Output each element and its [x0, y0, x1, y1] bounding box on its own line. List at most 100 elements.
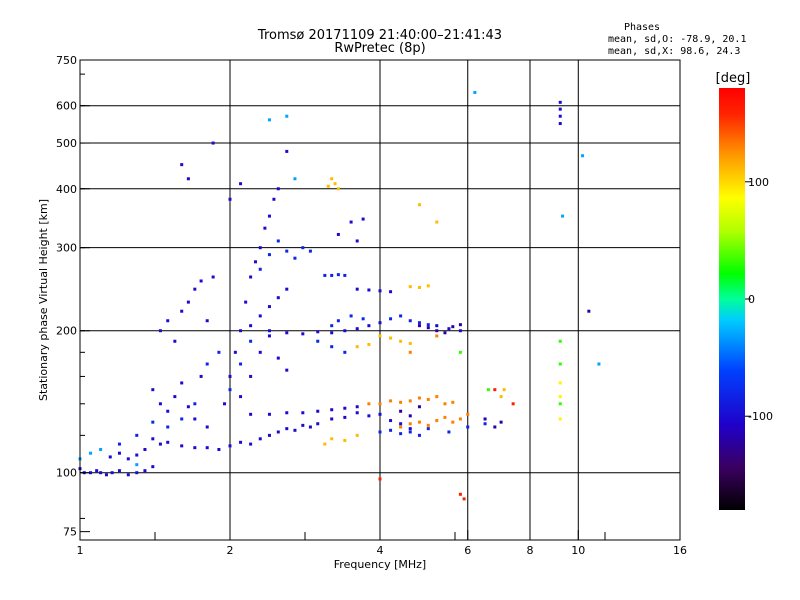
data-point — [323, 442, 327, 446]
data-point — [166, 319, 170, 323]
y-tick-label: 75 — [63, 526, 77, 539]
data-point — [151, 420, 155, 424]
data-point — [435, 334, 439, 338]
data-point — [451, 325, 455, 329]
data-point — [249, 374, 253, 378]
data-point — [99, 471, 103, 475]
data-point — [389, 317, 393, 321]
data-point — [389, 290, 393, 294]
data-point — [587, 309, 591, 313]
x-tick-label: 6 — [464, 544, 471, 557]
data-point — [108, 455, 112, 459]
data-point — [378, 402, 382, 406]
y-axis-label: Stationary phase Virtual Height [km] — [37, 199, 50, 401]
data-point — [285, 287, 289, 291]
data-point — [399, 422, 403, 426]
y-tick-label: 200 — [56, 325, 77, 338]
data-point — [285, 114, 289, 118]
data-point — [258, 246, 262, 250]
y-tick-label: 300 — [56, 242, 77, 255]
data-point — [180, 444, 184, 448]
data-point — [166, 409, 170, 413]
data-point — [336, 319, 340, 323]
data-point — [193, 417, 197, 421]
data-point — [458, 350, 462, 354]
data-point — [581, 154, 585, 158]
data-point — [408, 399, 412, 403]
data-point — [458, 417, 462, 421]
y-axis-ticks: 75 100 200 300 400 500 600 750 — [56, 54, 90, 539]
data-point — [458, 323, 462, 327]
data-point — [558, 395, 562, 399]
data-point — [308, 249, 312, 253]
x-tick-label: 4 — [377, 544, 384, 557]
data-point — [151, 437, 155, 441]
data-point — [597, 362, 601, 366]
data-point — [399, 425, 403, 429]
data-point — [301, 411, 305, 415]
data-point — [249, 275, 253, 279]
data-point — [443, 415, 447, 419]
data-point — [293, 428, 297, 432]
data-point — [466, 412, 470, 416]
x-tick-label: 10 — [571, 544, 585, 557]
data-point — [426, 423, 430, 427]
data-point — [378, 477, 382, 481]
data-point — [343, 329, 347, 333]
data-point — [435, 329, 439, 333]
data-point — [276, 239, 280, 243]
data-point — [558, 114, 562, 118]
data-point — [499, 420, 503, 424]
data-point — [135, 433, 139, 437]
data-point — [417, 286, 421, 290]
data-point — [330, 437, 334, 441]
x-axis-label: Frequency [MHz] — [334, 558, 426, 571]
colorbar-tick-label: 0 — [748, 293, 755, 306]
data-point — [389, 336, 393, 340]
data-point — [426, 397, 430, 401]
data-point — [205, 319, 209, 323]
data-point — [151, 465, 155, 469]
data-point — [95, 469, 99, 473]
data-point — [199, 279, 203, 283]
data-point — [173, 339, 177, 343]
data-point — [253, 260, 257, 264]
data-point — [276, 187, 280, 191]
data-point — [408, 430, 412, 434]
data-point — [343, 273, 347, 277]
data-point — [323, 273, 327, 277]
data-point — [330, 408, 334, 412]
data-point — [239, 329, 243, 333]
data-point — [211, 141, 215, 145]
colorbar-tick-label: -100 — [748, 410, 773, 423]
data-point — [408, 319, 412, 323]
data-point — [285, 149, 289, 153]
data-point — [408, 422, 412, 426]
data-point — [355, 405, 359, 409]
data-point — [316, 330, 320, 334]
colorbar-label: [deg] — [716, 71, 751, 86]
phases-mean-x: mean, sd,X: 98.6, 24.3 — [608, 46, 740, 57]
data-point — [558, 100, 562, 104]
data-point — [267, 118, 271, 122]
y-tick-label: 400 — [56, 183, 77, 196]
data-point — [258, 267, 262, 271]
data-point — [301, 246, 305, 250]
data-point — [143, 447, 147, 451]
colorbar-ticks: 100 0 -100 — [745, 176, 773, 423]
data-point — [193, 287, 197, 291]
data-point — [399, 314, 403, 318]
data-point — [399, 400, 403, 404]
data-point — [486, 388, 490, 392]
data-point — [558, 381, 562, 385]
data-point — [435, 395, 439, 399]
data-point — [378, 412, 382, 416]
data-point — [267, 334, 271, 338]
x-tick-label: 2 — [227, 544, 234, 557]
data-point — [558, 339, 562, 343]
data-point — [361, 217, 365, 221]
y-tick-label: 750 — [56, 54, 77, 67]
data-point — [104, 473, 108, 477]
data-point — [228, 374, 232, 378]
data-point — [493, 388, 497, 392]
